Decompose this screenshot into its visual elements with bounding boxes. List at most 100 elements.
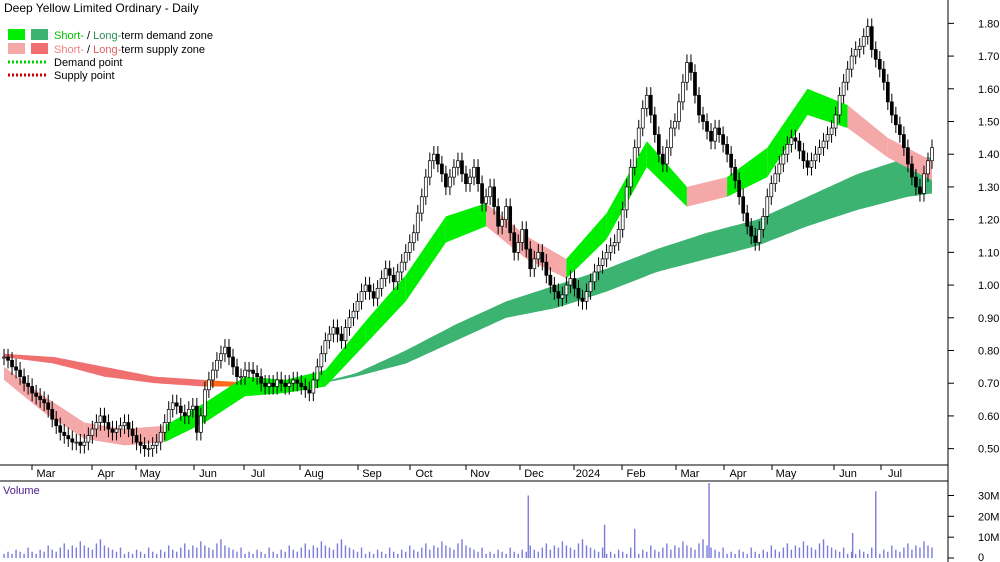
- long-term-supply-zone: [4, 353, 205, 387]
- candle-body: [66, 435, 71, 440]
- price-y-tick-label: 0.50: [978, 444, 999, 456]
- candle-body: [885, 81, 890, 103]
- candle-body: [898, 124, 902, 135]
- candle-body: [873, 49, 878, 60]
- candle-body: [488, 186, 492, 198]
- price-y-tick-label: 1.60: [978, 84, 999, 96]
- legend-supply-short-label: Short-: [54, 44, 84, 56]
- candle-body: [644, 94, 649, 109]
- candle-body: [500, 219, 504, 227]
- candle-body: [448, 176, 452, 188]
- candle-body: [600, 258, 605, 266]
- legend-supply-long-label: Long-: [93, 44, 121, 56]
- price-y-tick-label: 1.70: [978, 51, 999, 63]
- candle-body: [440, 163, 444, 175]
- short-term-supply-segment: [44, 396, 85, 439]
- candle-body: [893, 114, 898, 126]
- candle-body: [432, 153, 436, 162]
- candle-body: [14, 366, 18, 371]
- candle-body: [452, 166, 456, 178]
- candle-body: [845, 68, 850, 83]
- candle-body: [693, 72, 697, 96]
- candle-body: [419, 196, 424, 214]
- candle-body: [86, 435, 91, 443]
- candle-body: [456, 160, 460, 168]
- candle-body: [46, 402, 51, 410]
- candle-body: [203, 389, 207, 417]
- legend-demand-sep: /: [84, 30, 93, 42]
- candle-body: [138, 441, 143, 446]
- candle-body: [110, 428, 115, 433]
- candle-body: [914, 176, 918, 188]
- candle-body: [247, 369, 251, 372]
- candle-body: [311, 379, 316, 394]
- legend-swatch-supply-long: [31, 43, 48, 54]
- candle-body: [926, 160, 930, 175]
- volume-y-tick-label: 30M: [978, 491, 999, 503]
- volume-y-tick-label: 0: [978, 552, 984, 562]
- candle-body: [737, 180, 742, 198]
- legend-demand-point: Demand point: [54, 57, 123, 69]
- candle-body: [544, 261, 549, 276]
- candle-body: [263, 382, 267, 387]
- candle-body: [849, 55, 854, 70]
- candle-body: [765, 196, 770, 217]
- candle-body: [769, 183, 774, 198]
- long-term-demand-zone: [305, 157, 932, 387]
- candle-body: [379, 278, 384, 289]
- price-y-tick-label: 1.10: [978, 247, 999, 259]
- candle-body: [327, 333, 332, 342]
- candle-body: [287, 382, 292, 387]
- volume-y-tick-label: 10M: [978, 532, 999, 544]
- candle-body: [211, 369, 215, 381]
- candle-body: [239, 376, 243, 379]
- candle-body: [411, 232, 416, 243]
- candle-body: [38, 395, 43, 400]
- price-y-tick-label: 0.80: [978, 346, 999, 358]
- candle-body: [423, 176, 428, 198]
- candle-body: [347, 317, 352, 328]
- candle-body: [472, 166, 476, 178]
- candle-body: [713, 127, 717, 142]
- candle-body: [355, 301, 360, 312]
- price-y-tick-label: 1.80: [978, 18, 999, 30]
- candle-body: [363, 284, 368, 292]
- short-term-demand-segment: [767, 88, 808, 178]
- candle-body: [122, 422, 127, 427]
- candle-body: [102, 415, 107, 423]
- short-term-demand-segment: [646, 141, 687, 207]
- candle-body: [785, 144, 790, 155]
- date-x-axis: Mar Apr May Jun Jul Aug Sep Oct Nov Dec 2024 Feb Mar…: [31, 465, 902, 480]
- candle-body: [359, 291, 364, 302]
- candle-body: [841, 81, 846, 96]
- candle-body: [126, 422, 131, 430]
- candle-body: [484, 196, 488, 204]
- candle-body: [520, 229, 525, 243]
- candle-body: [596, 265, 601, 273]
- candle-body: [749, 225, 754, 237]
- candle-body: [271, 382, 276, 387]
- candle-body: [689, 62, 693, 73]
- date-x-tick-label: Nov: [470, 468, 490, 480]
- candle-body: [279, 379, 284, 384]
- candle-body: [174, 402, 179, 407]
- candle-body: [721, 134, 725, 145]
- volume-layer: [3, 483, 933, 558]
- candle-body: [869, 26, 874, 50]
- candle-body: [632, 147, 637, 168]
- date-x-tick-label: Feb: [627, 468, 646, 480]
- candle-body: [777, 163, 782, 175]
- short-term-demand-segment: [566, 213, 607, 279]
- candle-body: [243, 369, 247, 378]
- short-term-demand-segment: [445, 203, 487, 243]
- short-term-supply-segment: [84, 422, 125, 446]
- candle-body: [90, 428, 95, 436]
- candle-body: [881, 68, 886, 83]
- short-term-demand-segment: [365, 275, 406, 344]
- candle-body: [717, 127, 721, 135]
- short-term-supply-segment: [686, 177, 728, 207]
- candle-body: [34, 392, 38, 397]
- candle-body: [560, 294, 565, 299]
- candle-body: [98, 415, 103, 423]
